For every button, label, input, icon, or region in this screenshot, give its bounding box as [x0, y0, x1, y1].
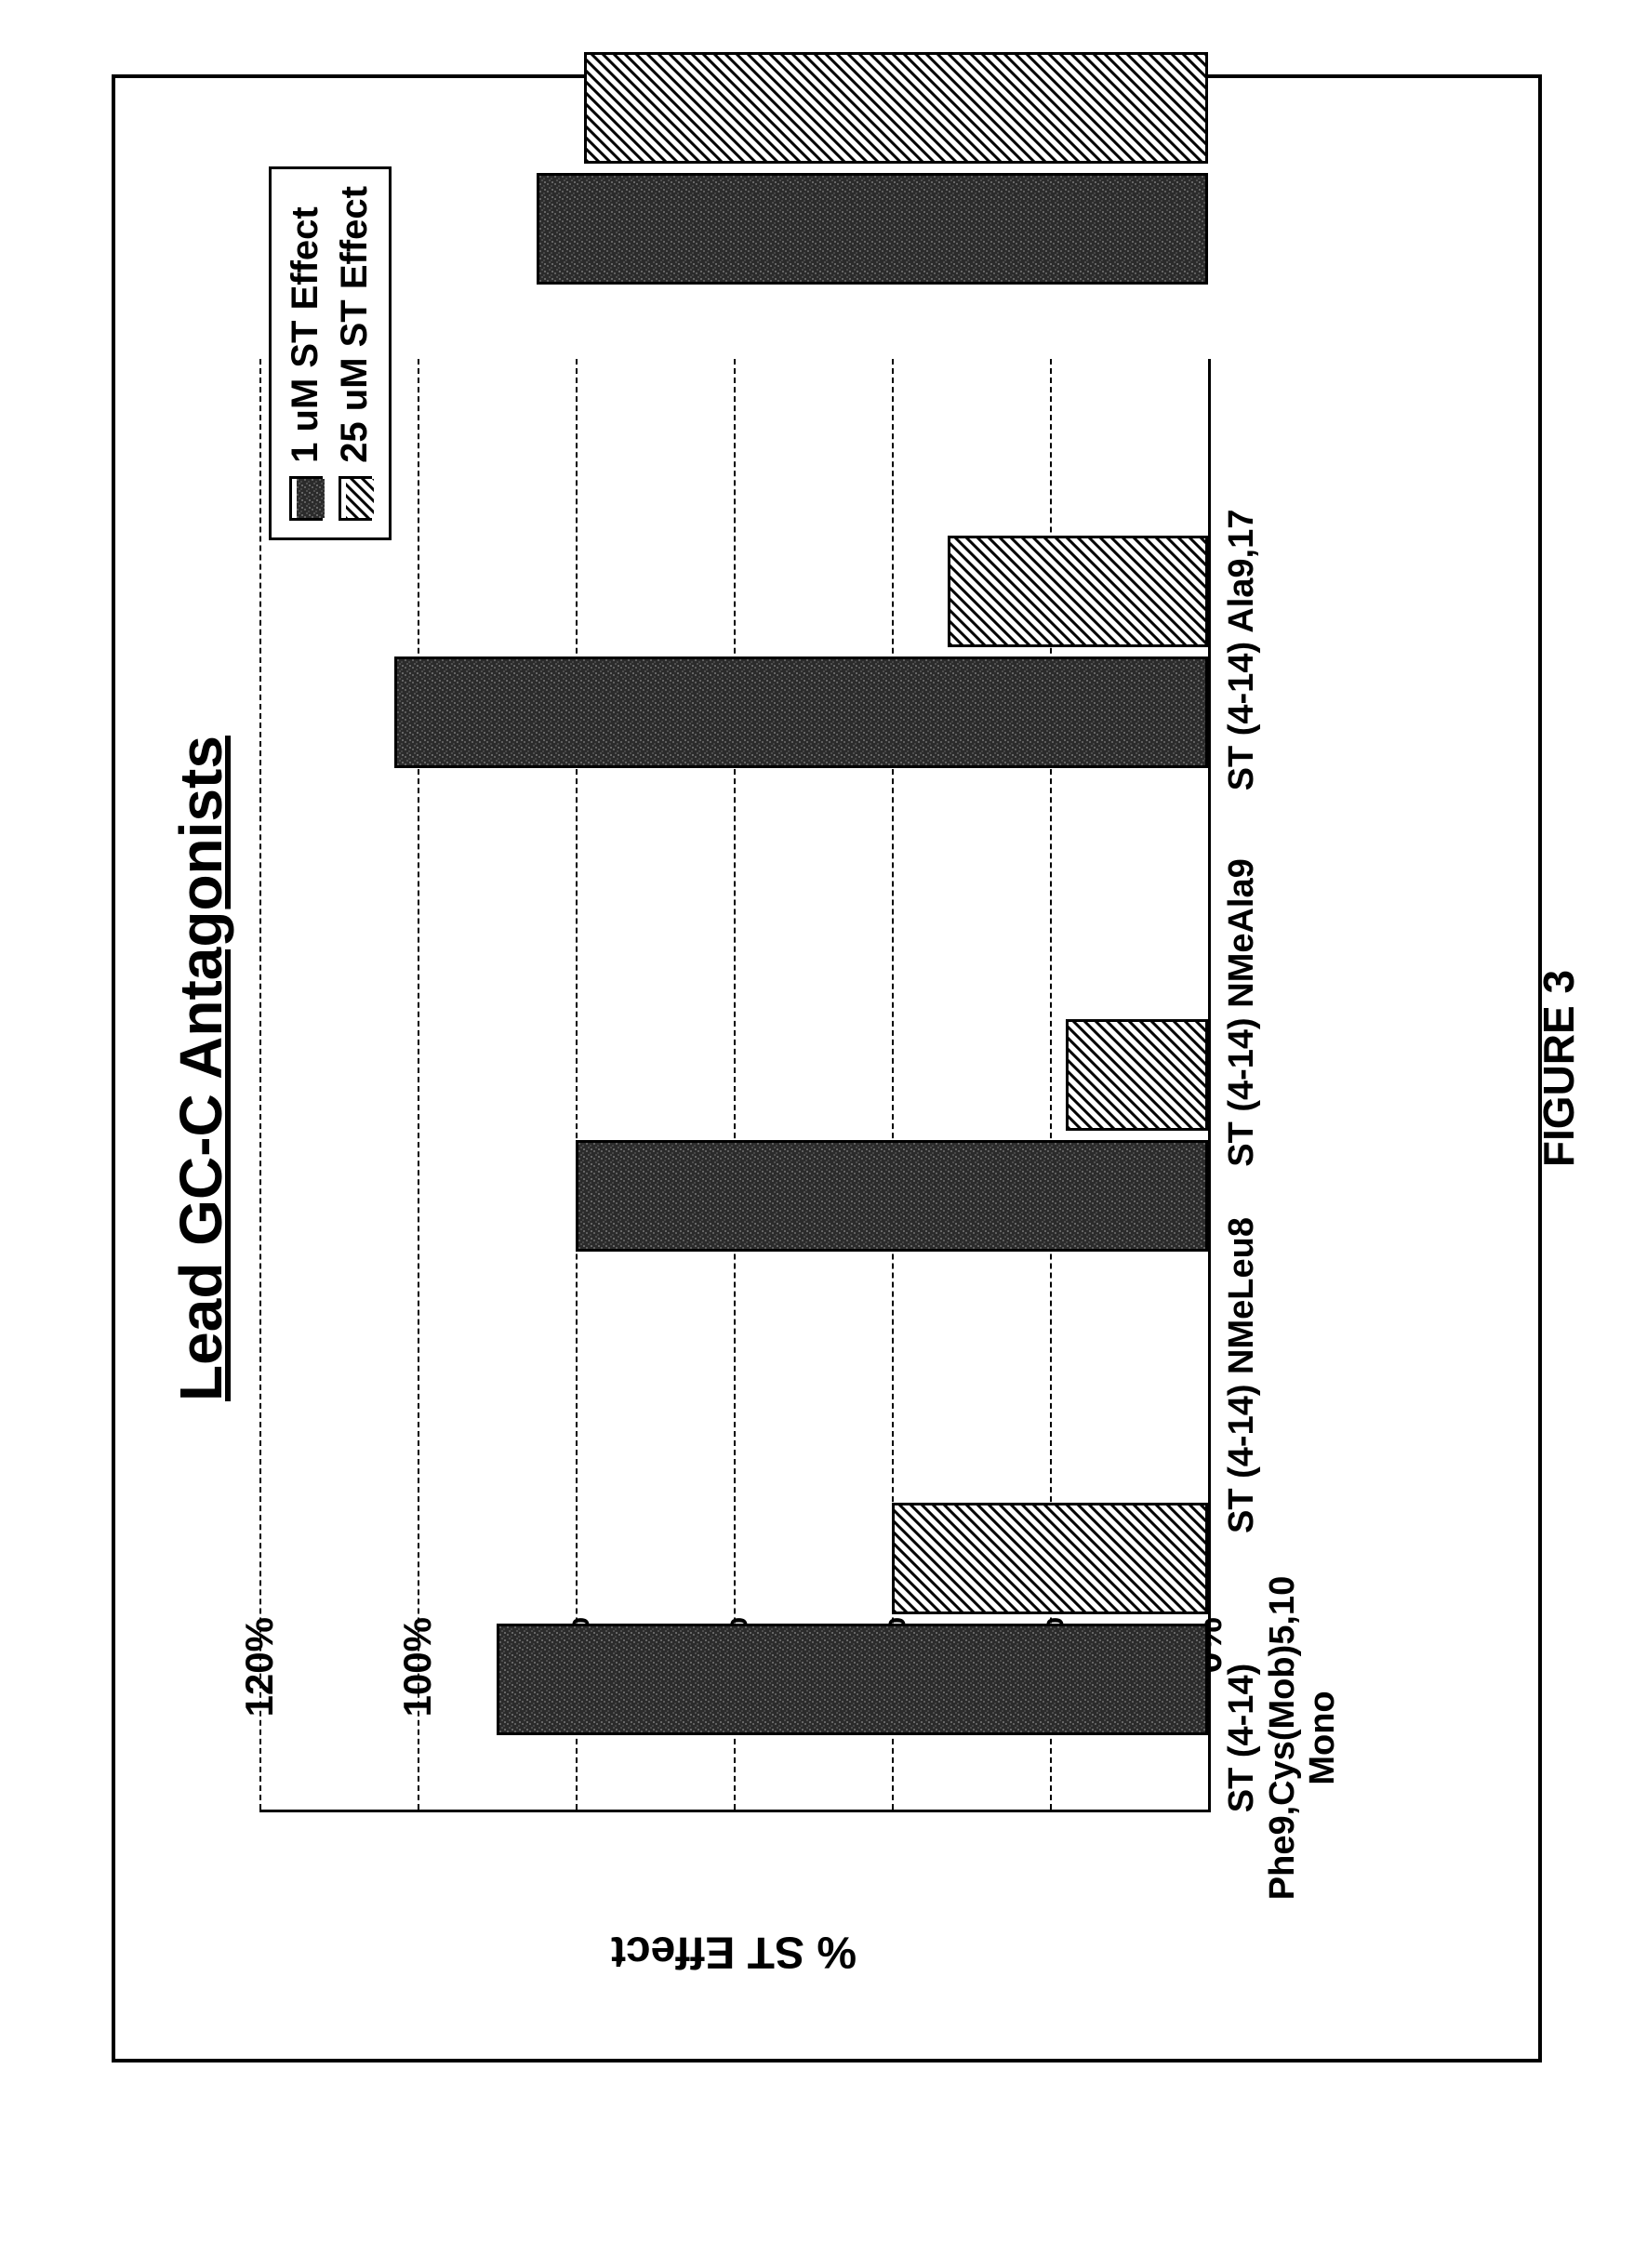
xtick-label-line: ST (4-14) NMeLeu8	[1222, 1208, 1263, 1543]
bar	[537, 173, 1209, 285]
bar	[948, 536, 1209, 647]
chart-rotator: Lead GC-C Antagonists	[166, 148, 1487, 1989]
xtick-label: ST (4-14)Phe9,Cys(Mob)5,10Mono	[1222, 1571, 1344, 1905]
xtick-label-line: Mono	[1303, 1571, 1344, 1905]
figure-caption: FIGURE 3	[1534, 148, 1584, 1989]
legend-label: 1 uM ST Effect	[285, 206, 326, 463]
chart-title: Lead GC-C Antagonists	[166, 148, 235, 1989]
xtick-label: ST (4-14) NMeLeu8	[1222, 1208, 1263, 1543]
legend-label: 25 uM ST Effect	[334, 186, 376, 463]
legend-swatch-hatch-icon	[339, 476, 372, 521]
legend-item: 1 uM ST Effect	[285, 186, 326, 521]
bar	[584, 52, 1209, 164]
bars-layer	[259, 359, 1208, 1810]
legend-item: 25 uM ST Effect	[334, 186, 376, 521]
bar	[1066, 1019, 1208, 1131]
xtick-label: ST (4-14) Ala9,17	[1222, 483, 1263, 817]
figure-frame: Lead GC-C Antagonists	[112, 74, 1542, 2062]
legend-swatch-noise-icon	[289, 476, 323, 521]
bar	[576, 1140, 1208, 1252]
xtick-label-line: ST (4-14) NMeAla9	[1222, 845, 1263, 1180]
y-axis-title: % ST Effect	[611, 1927, 857, 1978]
xtick-label-line: Phe9,Cys(Mob)5,10	[1263, 1571, 1304, 1905]
bar	[394, 657, 1209, 768]
xtick-label-line: ST (4-14) Ala9,17	[1222, 483, 1263, 817]
legend: 1 uM ST Effect 25 uM ST Effect	[269, 166, 392, 540]
xtick-label-line: ST (4-14)	[1222, 1571, 1263, 1905]
xtick-label: ST (4-14) NMeAla9	[1222, 845, 1263, 1180]
bar	[892, 1503, 1208, 1614]
chart-box: Lead GC-C Antagonists	[166, 148, 1487, 1989]
bar	[497, 1624, 1208, 1735]
page: Lead GC-C Antagonists	[0, 0, 1647, 2268]
plot-area	[259, 359, 1211, 1812]
